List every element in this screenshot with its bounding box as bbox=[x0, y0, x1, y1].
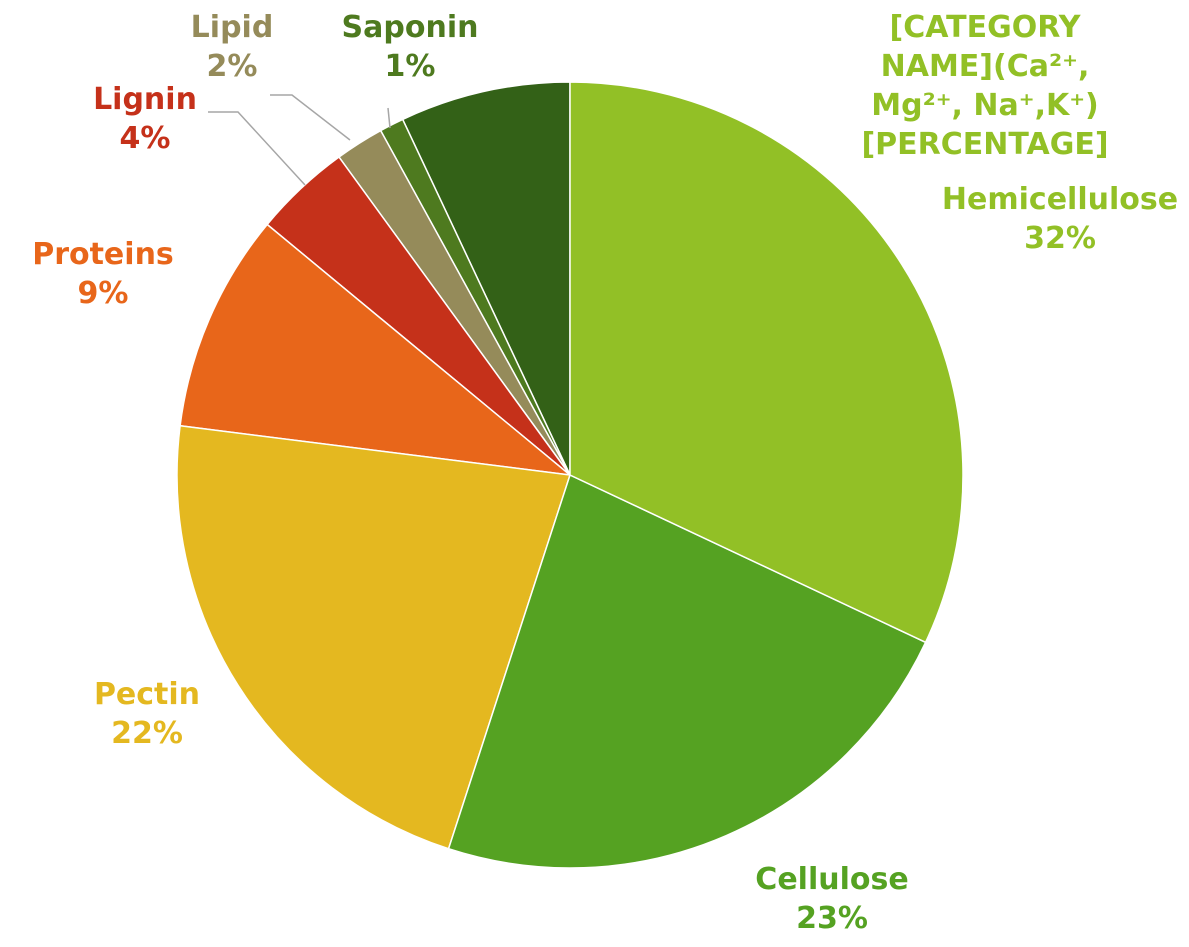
label-value: 2% bbox=[206, 49, 258, 84]
data-label: Cellulose 23% bbox=[682, 860, 982, 938]
label-value: [PERCENTAGE] bbox=[861, 127, 1109, 162]
label-value: 32% bbox=[1024, 221, 1096, 256]
label-value: 4% bbox=[119, 121, 171, 156]
data-label: [CATEGORY NAME](Ca²⁺, Mg²⁺, Na⁺,K⁺) [PERC… bbox=[850, 8, 1120, 164]
label-value: 23% bbox=[796, 901, 868, 936]
leader-lines bbox=[208, 94, 391, 186]
pie-slice bbox=[401, 81, 571, 476]
pie-slice bbox=[447, 473, 927, 869]
label-value: 22% bbox=[111, 716, 183, 751]
label-name: Cellulose bbox=[755, 862, 909, 897]
leader-line bbox=[387, 107, 391, 129]
data-label: Lignin 4% bbox=[45, 80, 245, 158]
label-name: Lipid bbox=[190, 10, 274, 45]
leader-line bbox=[270, 94, 351, 141]
data-label: Proteins 9% bbox=[0, 235, 253, 313]
label-name: Lignin bbox=[93, 82, 197, 117]
label-name: Proteins bbox=[32, 237, 174, 272]
pie-slice bbox=[569, 81, 964, 644]
data-label: Lipid 2% bbox=[132, 8, 332, 86]
label-name: Saponin bbox=[341, 10, 479, 45]
leader-line bbox=[208, 111, 306, 186]
pie-slice bbox=[179, 223, 573, 477]
label-value: 1% bbox=[384, 49, 436, 84]
label-name: Pectin bbox=[93, 677, 201, 712]
pie-slice bbox=[176, 424, 571, 850]
label-name: Hemicellulose bbox=[941, 182, 1179, 217]
label-name: [CATEGORY NAME](Ca²⁺, Mg²⁺, Na⁺,K⁺) bbox=[871, 10, 1099, 123]
data-label: Saponin 1% bbox=[310, 8, 510, 86]
data-label: Pectin 22% bbox=[0, 675, 297, 753]
label-value: 9% bbox=[77, 276, 129, 311]
data-label: Hemicellulose 32% bbox=[940, 180, 1180, 258]
